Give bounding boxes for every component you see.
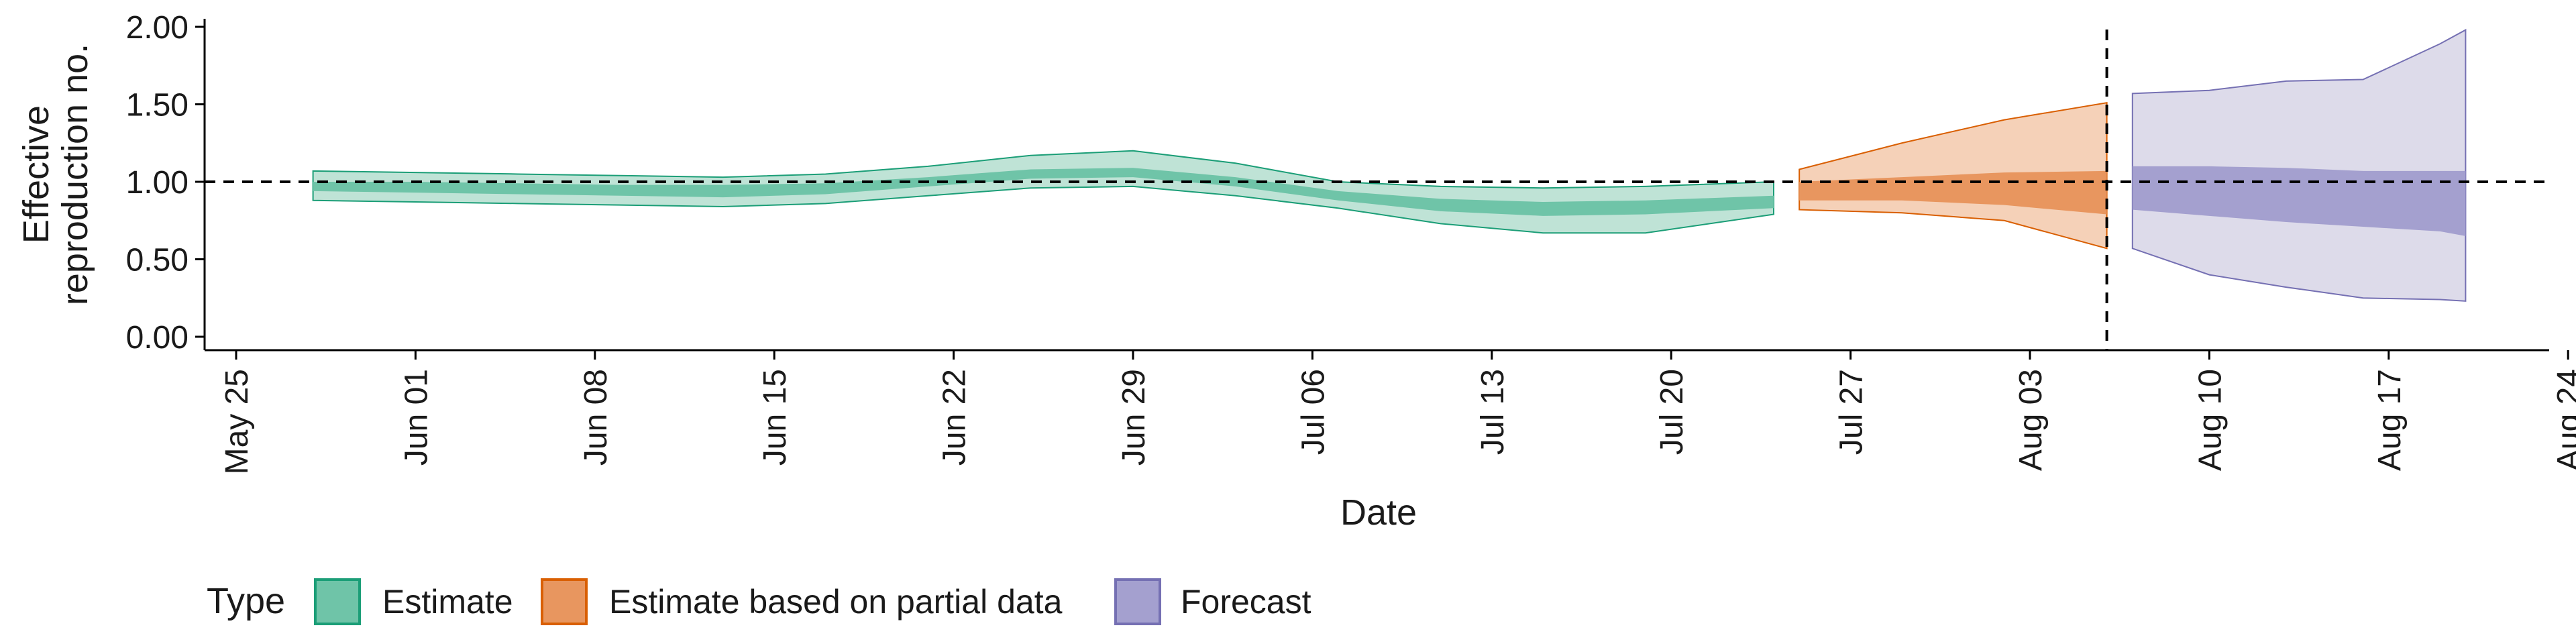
bands-layer: [312, 28, 2467, 302]
legend-items: Estimate Estimate based on partial data Fo…: [314, 578, 1311, 625]
y-tick-label: 2.00: [126, 10, 189, 46]
band-inner-2: [2132, 166, 2466, 236]
legend: Type Estimate Estimate based on partial d…: [207, 578, 1311, 625]
x-tick-label: Jul 27: [1834, 369, 1870, 455]
x-ticks: May 25 Jun 01 Jun 08 Jun 15 Jun 22 Jun 29 Jul …: [219, 350, 2576, 474]
x-tick-label: Aug 17: [2372, 369, 2408, 471]
x-tick-label: Jun 29: [1116, 369, 1152, 466]
y-axis-label-line-2: reproduction no.: [55, 44, 95, 305]
y-axis-label: Effectivereproduction no.: [16, 44, 95, 305]
legend-swatch-0: [314, 578, 361, 625]
x-tick-label: Jun 01: [398, 369, 434, 466]
band-outer-2: [2131, 28, 2467, 302]
band-inner-0: [313, 168, 1774, 216]
y-ticks: 0.00 0.50 1.00 1.50 2.00: [126, 10, 205, 356]
legend-swatch-1: [541, 578, 588, 625]
legend-label-2: Forecast: [1181, 583, 1311, 621]
x-tick-label: Jul 20: [1654, 369, 1690, 455]
y-tick-label: 1.50: [126, 88, 189, 123]
x-tick-label: Jun 15: [757, 369, 793, 466]
x-tick-label: Jul 06: [1295, 369, 1331, 455]
y-axis: 0.00 0.50 1.00 1.50 2.00: [126, 10, 206, 356]
x-axis-label: Date: [1340, 492, 1417, 533]
y-tick-label: 1.00: [126, 165, 189, 201]
y-axis-label-line-1: Effective: [16, 105, 56, 244]
x-tick-label: Aug 10: [2192, 369, 2228, 471]
x-tick-label: Aug 24: [2551, 369, 2576, 471]
y-tick-label: 0.00: [126, 320, 189, 356]
x-axis: May 25 Jun 01 Jun 08 Jun 15 Jun 22 Jun 29 Jul …: [205, 349, 2576, 474]
x-tick-label: Jun 22: [937, 369, 973, 466]
x-tick-label: May 25: [219, 369, 255, 474]
x-tick-label: Aug 03: [2013, 369, 2049, 471]
y-tick-label: 0.50: [126, 243, 189, 278]
x-tick-label: Jun 08: [578, 369, 614, 466]
chart-plot: [205, 28, 2549, 350]
band-outer-0: [312, 150, 1774, 234]
legend-title: Type: [207, 581, 285, 621]
legend-label-1: Estimate based on partial data: [609, 583, 1063, 621]
legend-label-0: Estimate: [382, 583, 513, 621]
x-tick-label: Jul 13: [1475, 369, 1511, 455]
legend-swatch-2: [1114, 578, 1161, 625]
